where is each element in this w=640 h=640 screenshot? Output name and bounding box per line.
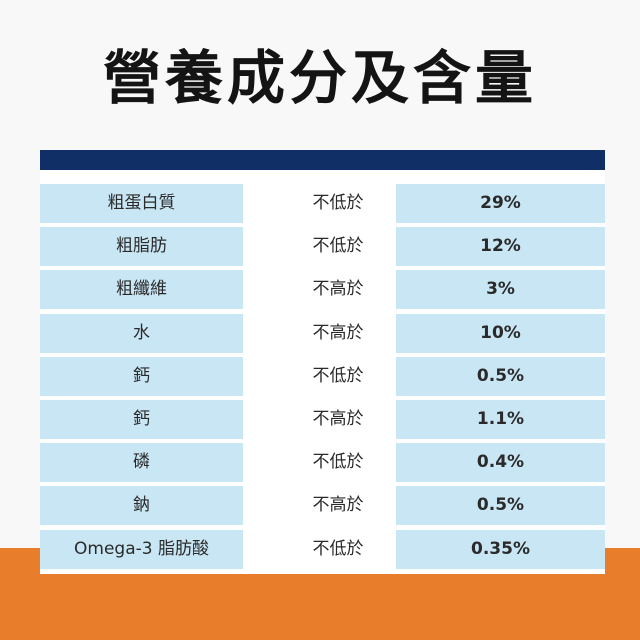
- nutrient-value: 12%: [396, 227, 605, 267]
- nutrient-name: 磷: [40, 443, 243, 483]
- nutrient-condition: 不低於: [258, 529, 418, 569]
- table-row: 粗纖維 不高於 3%: [40, 270, 605, 313]
- nutrient-value: 3%: [396, 270, 605, 310]
- table-row: 鈉 不高於 0.5%: [40, 486, 605, 529]
- nutrient-name: 水: [40, 313, 243, 353]
- nutrient-name: 鈉: [40, 486, 243, 526]
- table-body: 粗蛋白質 不低於 29% 粗脂肪 不低於 12% 粗纖維 不高於 3% 水 不高…: [40, 184, 605, 573]
- nutrient-value: 0.5%: [396, 356, 605, 396]
- nutrient-condition: 不低於: [258, 184, 418, 223]
- table-row: 粗脂肪 不低於 12%: [40, 227, 605, 270]
- nutrient-value: 0.35%: [396, 529, 605, 569]
- nutrient-condition: 不低於: [258, 356, 418, 396]
- nutrient-condition: 不高於: [258, 270, 418, 310]
- nutrient-value: 10%: [396, 313, 605, 353]
- page-title: 營養成分及含量: [102, 44, 537, 112]
- nutrient-condition: 不高於: [258, 399, 418, 439]
- table-row: Omega-3 脂肪酸 不低於 0.35%: [40, 529, 605, 573]
- table-header-bar: [40, 150, 605, 170]
- nutrient-value: 1.1%: [396, 399, 605, 439]
- nutrient-condition: 不高於: [258, 486, 418, 526]
- nutrient-condition: 不高於: [258, 313, 418, 353]
- table-row: 鈣 不高於 1.1%: [40, 399, 605, 443]
- nutrition-table: 粗蛋白質 不低於 29% 粗脂肪 不低於 12% 粗纖維 不高於 3% 水 不高…: [40, 150, 605, 574]
- nutrient-name: 鈣: [40, 356, 243, 396]
- table-row: 磷 不低於 0.4%: [40, 443, 605, 486]
- nutrient-value: 29%: [396, 184, 605, 223]
- nutrient-name: 粗蛋白質: [40, 184, 243, 223]
- nutrient-name: 粗纖維: [40, 270, 243, 310]
- nutrient-condition: 不低於: [258, 227, 418, 267]
- nutrient-value: 0.5%: [396, 486, 605, 526]
- nutrient-name: 鈣: [40, 399, 243, 439]
- nutrient-name: 粗脂肪: [40, 227, 243, 267]
- table-row: 鈣 不低於 0.5%: [40, 356, 605, 400]
- nutrient-condition: 不低於: [258, 443, 418, 483]
- table-row: 粗蛋白質 不低於 29%: [40, 184, 605, 227]
- nutrient-value: 0.4%: [396, 443, 605, 483]
- nutrient-name: Omega-3 脂肪酸: [40, 529, 243, 569]
- table-row: 水 不高於 10%: [40, 313, 605, 357]
